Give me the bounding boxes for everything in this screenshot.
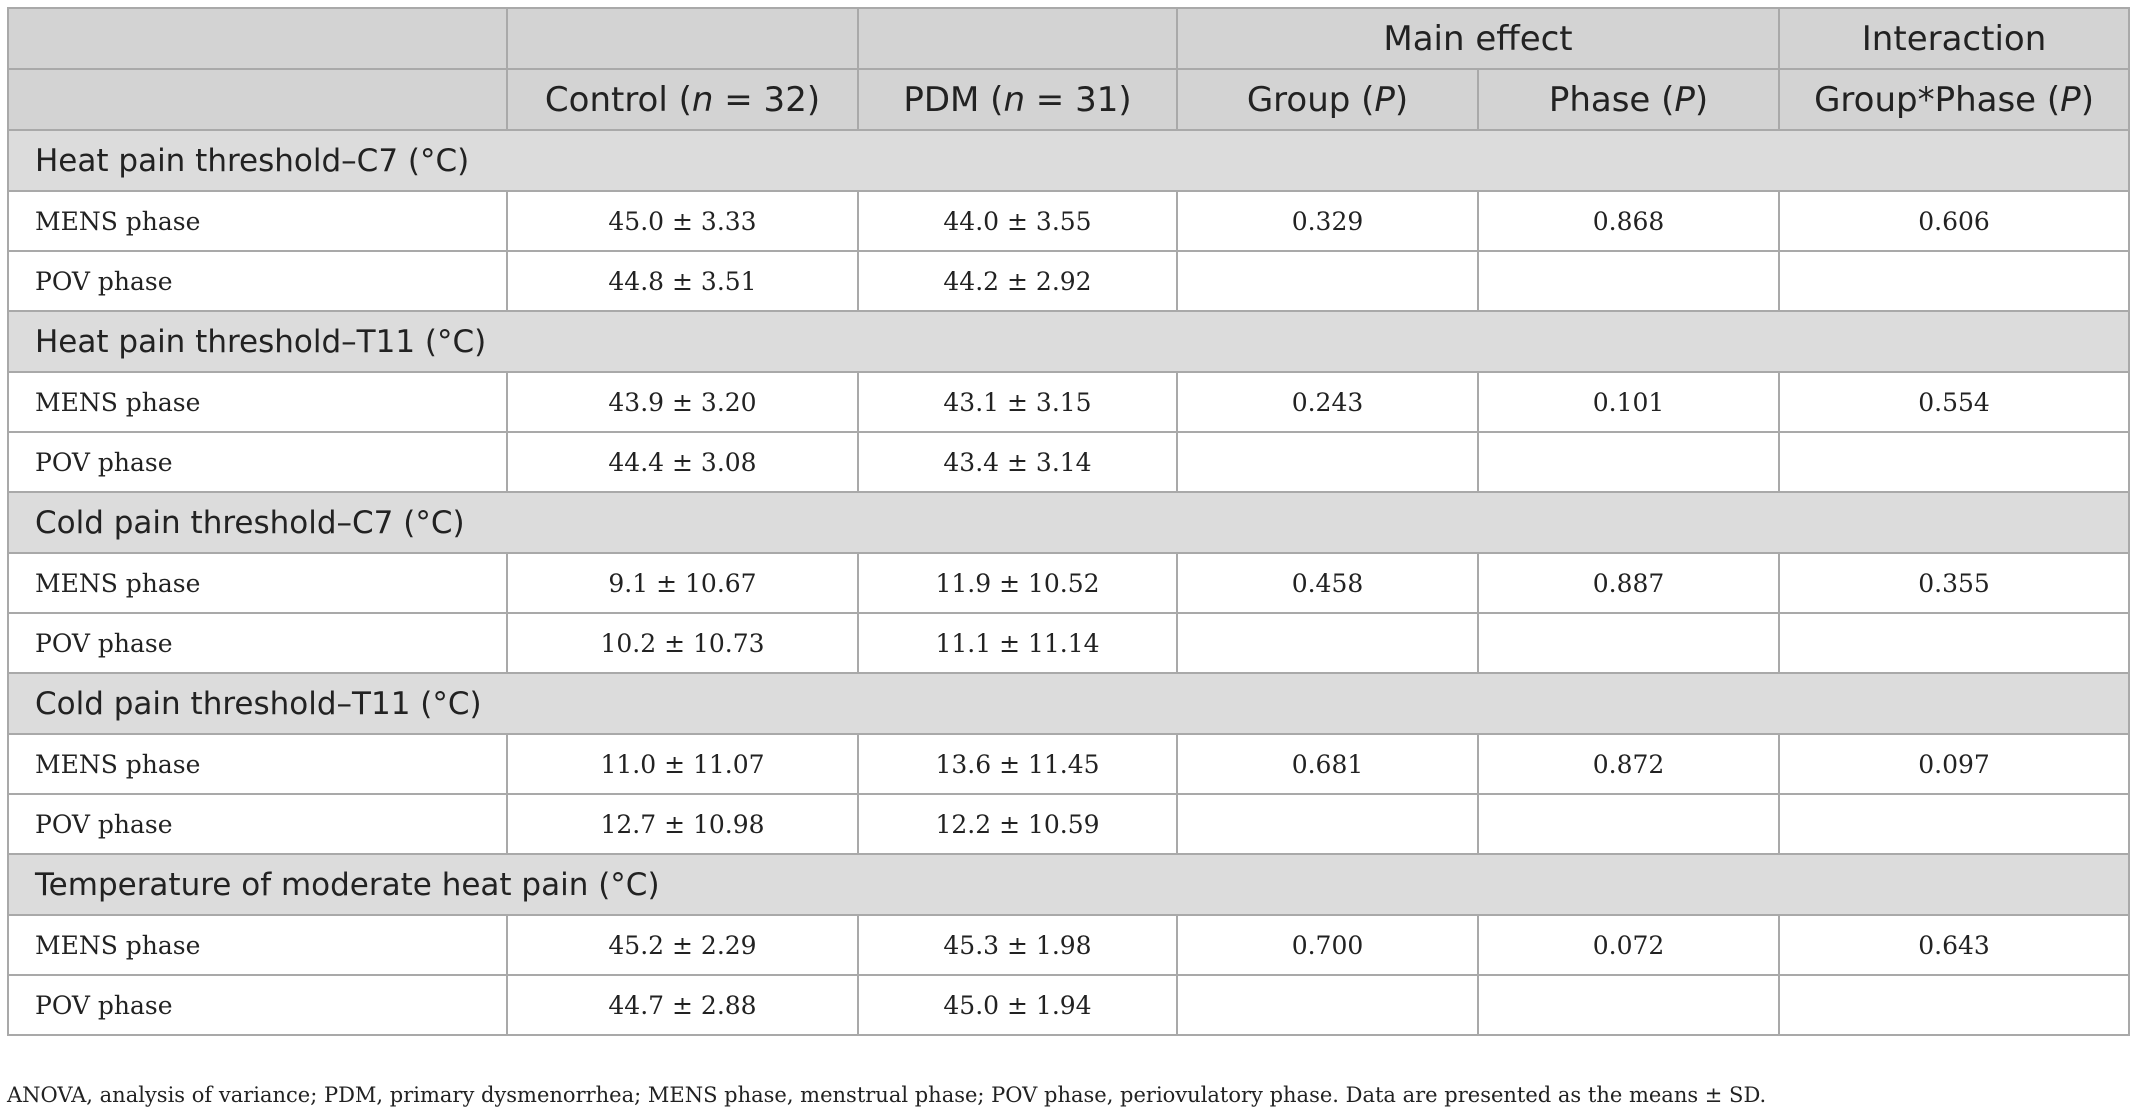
row-label: POV phase bbox=[7, 793, 508, 855]
pdm-value: 11.9 ± 10.52 bbox=[857, 552, 1178, 614]
table-row: POV phase 44.8 ± 3.51 44.2 ± 2.92 bbox=[7, 250, 2131, 312]
section-heat-t11: Heat pain threshold–T11 (°C) bbox=[6, 310, 2131, 373]
control-value: 11.0 ± 11.07 bbox=[506, 733, 859, 795]
group-p-value bbox=[1176, 974, 1479, 1036]
group-p-value: 0.458 bbox=[1176, 552, 1479, 614]
phase-p-value bbox=[1476, 974, 1781, 1036]
row-label: MENS phase bbox=[7, 733, 508, 795]
header-interaction: Interaction bbox=[1778, 7, 2131, 70]
control-value: 44.7 ± 2.88 bbox=[506, 974, 859, 1036]
interaction-p-value: 0.643 bbox=[1778, 914, 2131, 976]
table-row: MENS phase 45.0 ± 3.33 44.0 ± 3.55 0.329… bbox=[7, 190, 2131, 252]
header-empty-3 bbox=[857, 7, 1178, 70]
control-value: 43.9 ± 3.20 bbox=[506, 371, 859, 433]
table-row: POV phase 44.7 ± 2.88 45.0 ± 1.94 bbox=[7, 974, 2131, 1036]
row-label: POV phase bbox=[7, 974, 508, 1036]
phase-p-value: 0.072 bbox=[1476, 914, 1781, 976]
phase-p-value: 0.101 bbox=[1476, 371, 1781, 433]
control-value: 44.8 ± 3.51 bbox=[506, 250, 859, 312]
section-title: Cold pain threshold–C7 (°C) bbox=[6, 491, 2131, 554]
row-label: MENS phase bbox=[7, 914, 508, 976]
phase-p-value bbox=[1476, 250, 1781, 312]
header-group-p: Group (P) bbox=[1176, 68, 1479, 131]
row-label: POV phase bbox=[7, 431, 508, 493]
interaction-p-value: 0.606 bbox=[1778, 190, 2131, 252]
group-p-value: 0.329 bbox=[1176, 190, 1479, 252]
header-empty-1 bbox=[7, 7, 508, 70]
pdm-value: 44.0 ± 3.55 bbox=[857, 190, 1178, 252]
pdm-value: 11.1 ± 11.14 bbox=[857, 612, 1178, 674]
group-p-value bbox=[1176, 612, 1479, 674]
header-empty-4 bbox=[7, 68, 508, 131]
group-p-value: 0.700 bbox=[1176, 914, 1479, 976]
pdm-value: 12.2 ± 10.59 bbox=[857, 793, 1178, 855]
phase-p-value: 0.887 bbox=[1476, 552, 1781, 614]
section-cold-t11: Cold pain threshold–T11 (°C) bbox=[6, 672, 2131, 735]
group-p-value bbox=[1176, 250, 1479, 312]
results-table: Main effect Interaction Control (n = 32)… bbox=[6, 7, 2131, 1036]
interaction-p-value: 0.097 bbox=[1778, 733, 2131, 795]
header-interaction-p: Group*Phase (P) bbox=[1778, 68, 2131, 131]
pdm-value: 45.3 ± 1.98 bbox=[857, 914, 1178, 976]
interaction-p-value bbox=[1778, 612, 2131, 674]
control-value: 9.1 ± 10.67 bbox=[506, 552, 859, 614]
section-title: Heat pain threshold–T11 (°C) bbox=[6, 310, 2131, 373]
pdm-value: 45.0 ± 1.94 bbox=[857, 974, 1178, 1036]
row-label: POV phase bbox=[7, 612, 508, 674]
row-label: MENS phase bbox=[7, 552, 508, 614]
interaction-p-value bbox=[1778, 793, 2131, 855]
table-row: MENS phase 43.9 ± 3.20 43.1 ± 3.15 0.243… bbox=[7, 371, 2131, 433]
phase-p-value: 0.872 bbox=[1476, 733, 1781, 795]
phase-p-value bbox=[1476, 431, 1781, 493]
row-label: MENS phase bbox=[7, 190, 508, 252]
interaction-p-value bbox=[1778, 974, 2131, 1036]
header-phase-p: Phase (P) bbox=[1476, 68, 1781, 131]
table-row: MENS phase 9.1 ± 10.67 11.9 ± 10.52 0.45… bbox=[7, 552, 2131, 614]
pdm-value: 43.1 ± 3.15 bbox=[857, 371, 1178, 433]
header-row-2: Control (n = 32) PDM (n = 31) Group (P) … bbox=[7, 68, 2131, 131]
table-row: POV phase 10.2 ± 10.73 11.1 ± 11.14 bbox=[7, 612, 2131, 674]
group-p-value: 0.243 bbox=[1176, 371, 1479, 433]
interaction-p-value bbox=[1778, 431, 2131, 493]
table-footnote: ANOVA, analysis of variance; PDM, primar… bbox=[7, 1083, 1767, 1107]
table-row: POV phase 44.4 ± 3.08 43.4 ± 3.14 bbox=[7, 431, 2131, 493]
row-label: MENS phase bbox=[7, 371, 508, 433]
section-title: Cold pain threshold–T11 (°C) bbox=[6, 672, 2131, 735]
table-row: MENS phase 11.0 ± 11.07 13.6 ± 11.45 0.6… bbox=[7, 733, 2131, 795]
control-value: 45.2 ± 2.29 bbox=[506, 914, 859, 976]
section-title: Heat pain threshold–C7 (°C) bbox=[6, 129, 2131, 192]
pdm-value: 44.2 ± 2.92 bbox=[857, 250, 1178, 312]
section-title: Temperature of moderate heat pain (°C) bbox=[6, 853, 2131, 916]
header-pdm: PDM (n = 31) bbox=[857, 68, 1178, 131]
pdm-value: 43.4 ± 3.14 bbox=[857, 431, 1178, 493]
section-moderate-heat: Temperature of moderate heat pain (°C) bbox=[6, 853, 2131, 916]
control-value: 45.0 ± 3.33 bbox=[506, 190, 859, 252]
phase-p-value bbox=[1476, 793, 1781, 855]
group-p-value bbox=[1176, 431, 1479, 493]
control-value: 44.4 ± 3.08 bbox=[506, 431, 859, 493]
row-label: POV phase bbox=[7, 250, 508, 312]
header-empty-2 bbox=[506, 7, 859, 70]
header-main-effect: Main effect bbox=[1175, 7, 1781, 70]
interaction-p-value: 0.554 bbox=[1778, 371, 2131, 433]
phase-p-value: 0.868 bbox=[1476, 190, 1781, 252]
table-row: POV phase 12.7 ± 10.98 12.2 ± 10.59 bbox=[7, 793, 2131, 855]
control-value: 10.2 ± 10.73 bbox=[506, 612, 859, 674]
section-cold-c7: Cold pain threshold–C7 (°C) bbox=[6, 491, 2131, 554]
results-table-container: Main effect Interaction Control (n = 32)… bbox=[6, 7, 2131, 1036]
pdm-value: 13.6 ± 11.45 bbox=[857, 733, 1178, 795]
header-control: Control (n = 32) bbox=[506, 68, 859, 131]
interaction-p-value bbox=[1778, 250, 2131, 312]
group-p-value: 0.681 bbox=[1176, 733, 1479, 795]
phase-p-value bbox=[1476, 612, 1781, 674]
control-value: 12.7 ± 10.98 bbox=[506, 793, 859, 855]
table-row: MENS phase 45.2 ± 2.29 45.3 ± 1.98 0.700… bbox=[7, 914, 2131, 976]
header-row-1: Main effect Interaction bbox=[7, 7, 2131, 70]
section-heat-c7: Heat pain threshold–C7 (°C) bbox=[6, 129, 2131, 192]
interaction-p-value: 0.355 bbox=[1778, 552, 2131, 614]
group-p-value bbox=[1176, 793, 1479, 855]
